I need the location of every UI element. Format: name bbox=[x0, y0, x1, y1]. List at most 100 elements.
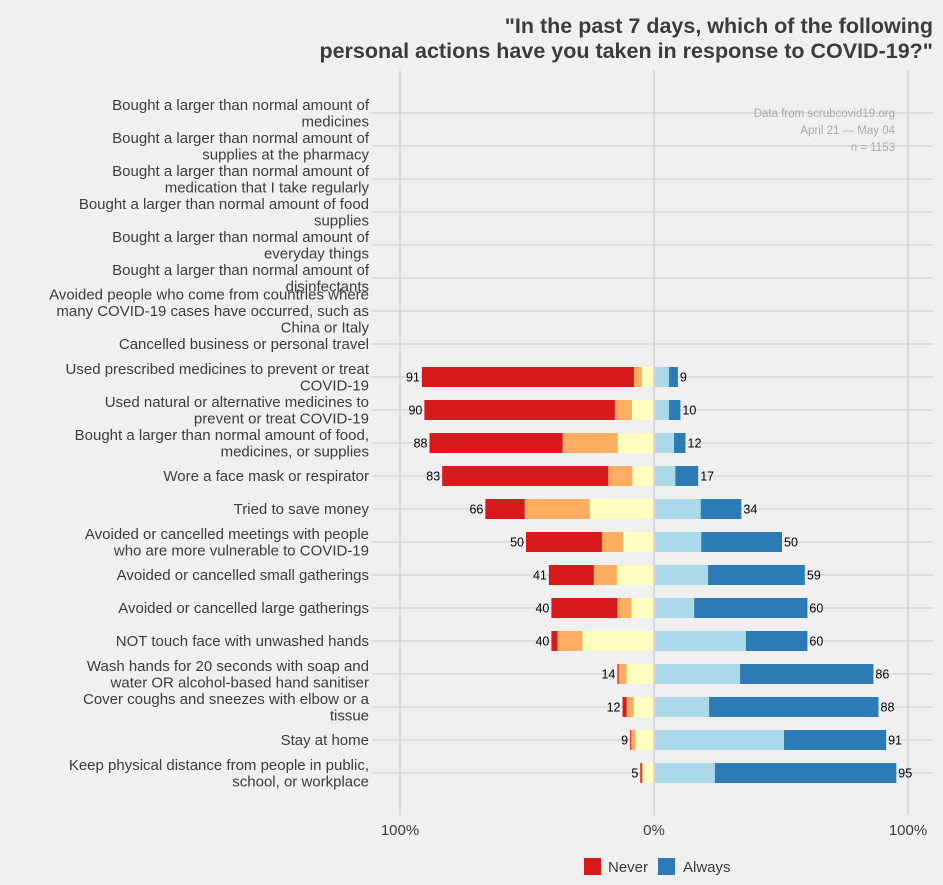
category-label-line: Bought a larger than normal amount of bbox=[112, 229, 370, 246]
category-label-line: Keep physical distance from people in pu… bbox=[69, 757, 369, 774]
category-label: Avoided or cancelled small gatherings bbox=[117, 567, 369, 584]
category-label-line: NOT touch face with unwashed hands bbox=[116, 633, 369, 650]
category-label-line: many COVID-19 cases have occurred, such … bbox=[56, 303, 369, 320]
value-label-left: 91 bbox=[406, 371, 420, 385]
category-label-line: Avoided or cancelled large gatherings bbox=[118, 600, 369, 617]
bar-segment-often bbox=[655, 400, 669, 420]
category-label-line: medicines, or supplies bbox=[221, 443, 369, 460]
bar-segment-sometimes bbox=[617, 433, 653, 453]
category-label: Avoided or cancelled meetings with peopl… bbox=[85, 526, 369, 560]
value-label-left: 66 bbox=[469, 503, 483, 517]
category-label: Wash hands for 20 seconds with soap and w… bbox=[87, 658, 369, 692]
category-label-line: supplies bbox=[314, 212, 369, 229]
category-label: Bought a larger than normal amount of med… bbox=[112, 97, 370, 131]
bar-segment-always bbox=[708, 565, 805, 585]
category-labels: Bought a larger than normal amount of med… bbox=[49, 97, 370, 790]
bar-segment-often bbox=[655, 466, 676, 486]
bar-segment-rarely bbox=[557, 631, 583, 651]
value-label-left: 90 bbox=[408, 404, 422, 418]
bar-segment-never bbox=[424, 400, 615, 420]
bar-segment-rarely bbox=[601, 532, 624, 552]
bar-segment-often bbox=[655, 532, 702, 552]
value-label-right: 59 bbox=[807, 569, 821, 583]
category-label-line: Bought a larger than normal amount of fo… bbox=[79, 196, 369, 213]
bar-segment-always bbox=[714, 763, 897, 783]
chart-title-line-2: personal actions have you taken in respo… bbox=[319, 39, 933, 63]
category-label-line: Bought a larger than normal amount of fo… bbox=[75, 427, 369, 444]
bar-segment-never bbox=[485, 499, 525, 519]
category-label: Cancelled business or personal travel bbox=[119, 336, 369, 353]
x-tick-right-100: 100% bbox=[889, 822, 927, 839]
category-label-line: water OR alcohol-based hand sanitiser bbox=[110, 674, 369, 691]
bar-segment-sometimes bbox=[589, 499, 653, 519]
bar-segment-sometimes bbox=[642, 763, 653, 783]
category-label: Avoided people who come from countries w… bbox=[49, 287, 369, 337]
category-label-line: Stay at home bbox=[281, 732, 369, 749]
bar-segment-rarely bbox=[641, 763, 643, 783]
bar-segment-often bbox=[655, 664, 741, 684]
legend-swatch-always bbox=[658, 858, 675, 875]
value-label-right: 12 bbox=[688, 437, 702, 451]
value-label-left: 40 bbox=[535, 602, 549, 616]
chart-title: "In the past 7 days, which of the follow… bbox=[319, 14, 933, 64]
x-tick-left-100: 100% bbox=[381, 822, 419, 839]
category-label-line: China or Italy bbox=[281, 320, 370, 337]
bar-segment-always bbox=[668, 367, 678, 387]
category-label: Cover coughs and sneezes with elbow or a… bbox=[83, 691, 370, 725]
category-label-line: Wash hands for 20 seconds with soap and bbox=[87, 658, 369, 675]
bar-segment-never bbox=[526, 532, 602, 552]
chart-title-line-1: "In the past 7 days, which of the follow… bbox=[504, 14, 933, 38]
category-label-line: Wore a face mask or respirator bbox=[163, 468, 369, 485]
category-label-line: Bought a larger than normal amount of bbox=[112, 262, 370, 279]
sample-size-note: n = 1153 bbox=[851, 142, 895, 154]
bar-segment-rarely bbox=[562, 433, 618, 453]
bar-segment-often bbox=[655, 763, 715, 783]
legend-swatch-never bbox=[584, 858, 601, 875]
category-label-line: medication that I take regularly bbox=[165, 179, 370, 196]
value-label-right: 95 bbox=[898, 767, 912, 781]
bar-segment-always bbox=[784, 730, 887, 750]
category-label: Bought a larger than normal amount of fo… bbox=[79, 196, 369, 230]
value-label-right: 50 bbox=[784, 536, 798, 550]
category-label: NOT touch face with unwashed hands bbox=[116, 633, 369, 650]
category-label: Stay at home bbox=[281, 732, 369, 749]
category-label-line: disinfectants bbox=[286, 278, 369, 295]
bar-segment-never bbox=[548, 565, 594, 585]
bar-segment-sometimes bbox=[582, 631, 653, 651]
category-label-line: COVID-19 bbox=[300, 377, 369, 394]
bar-segment-often bbox=[655, 730, 785, 750]
value-label-left: 88 bbox=[414, 437, 428, 451]
bar-segment-sometimes bbox=[632, 466, 653, 486]
bars bbox=[421, 367, 897, 783]
category-label: Bought a larger than normal amount of sup… bbox=[112, 130, 370, 164]
category-label-line: everyday things bbox=[264, 245, 369, 262]
category-label-line: who are more vulnerable to COVID-19 bbox=[113, 542, 369, 559]
bar-segment-rarely bbox=[617, 598, 632, 618]
bar-segment-often bbox=[655, 598, 695, 618]
category-label-line: prevent or treat COVID-19 bbox=[194, 410, 369, 427]
bar-segment-never bbox=[442, 466, 609, 486]
bar-segment-sometimes bbox=[623, 532, 653, 552]
bar-segment-rarely bbox=[524, 499, 590, 519]
value-label-left: 83 bbox=[426, 470, 440, 484]
bar-segment-rarely bbox=[626, 697, 634, 717]
bar-segment-often bbox=[655, 499, 701, 519]
category-label: Bought a larger than normal amount of dis… bbox=[112, 262, 370, 296]
value-label-right: 91 bbox=[888, 734, 902, 748]
value-label-right: 86 bbox=[875, 668, 889, 682]
category-label: Bought a larger than normal amount of eve… bbox=[112, 229, 370, 262]
bar-segment-sometimes bbox=[616, 565, 653, 585]
category-label-line: Cover coughs and sneezes with elbow or a bbox=[83, 691, 370, 708]
bar-segment-rarely bbox=[618, 664, 627, 684]
value-label-left: 40 bbox=[535, 635, 549, 649]
bar-segment-never bbox=[551, 631, 558, 651]
x-axis-ticks: 100% 0% 100% bbox=[381, 822, 927, 839]
bar-segment-rarely bbox=[614, 400, 632, 420]
x-tick-0: 0% bbox=[643, 822, 665, 839]
value-label-right: 88 bbox=[881, 701, 895, 715]
bar-segment-never bbox=[551, 598, 618, 618]
bar-segment-always bbox=[740, 664, 874, 684]
date-range-note: April 21 — May 04 bbox=[800, 125, 895, 137]
bar-segment-often bbox=[655, 631, 746, 651]
